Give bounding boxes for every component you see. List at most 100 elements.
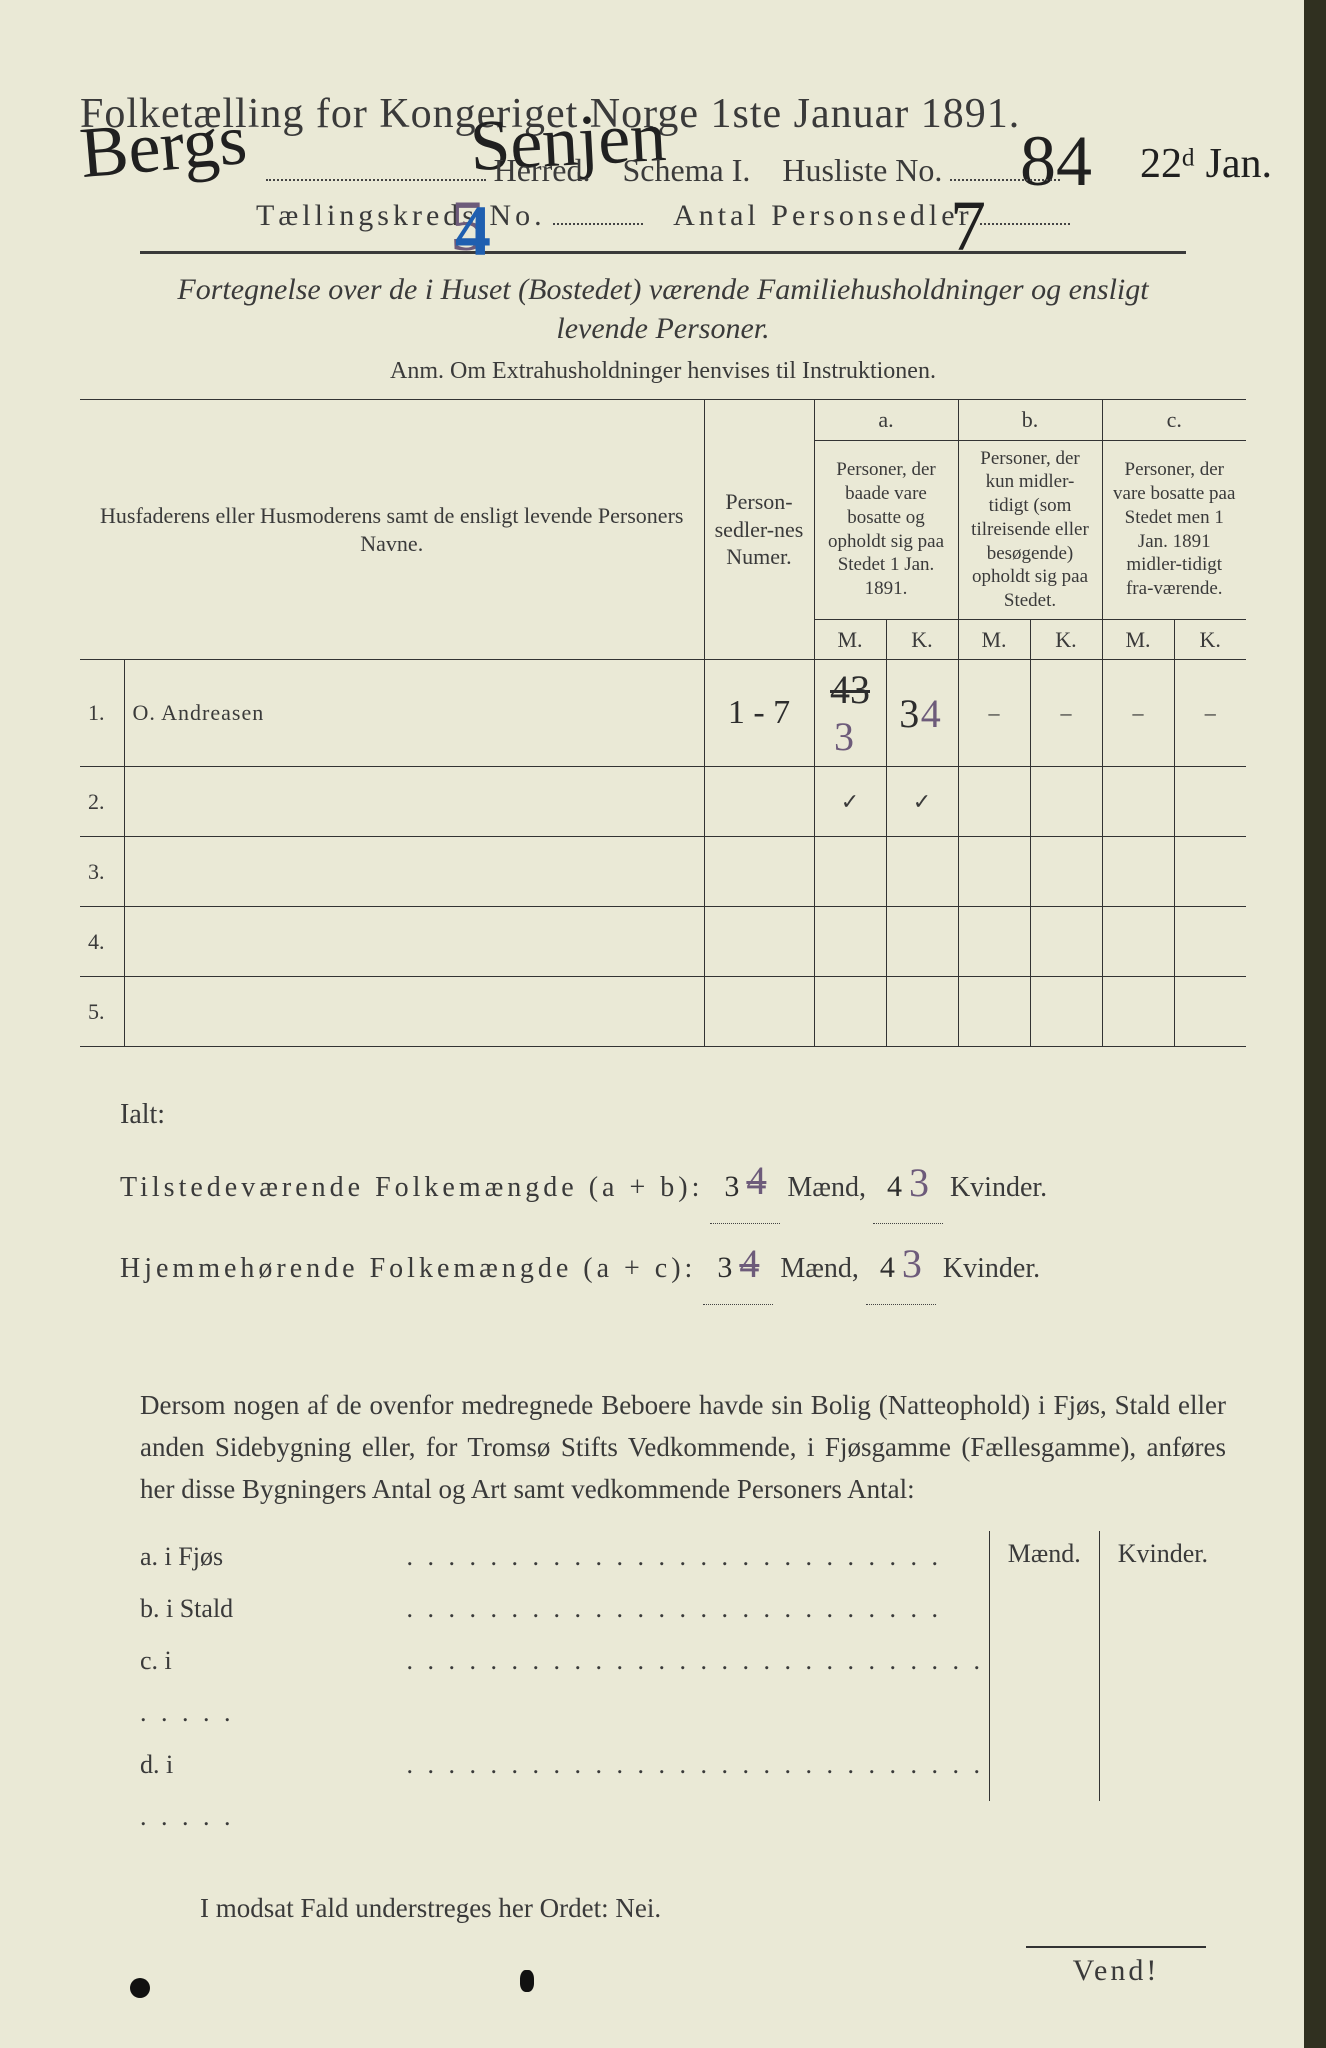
col-c-k: K. xyxy=(1174,619,1246,660)
census-table: Husfaderens eller Husmoderens samt de en… xyxy=(80,399,1246,1047)
row-name xyxy=(124,977,704,1047)
antal-label: Antal Personsedler xyxy=(673,199,972,232)
dots: . . . . . . . . . . . . . . . . . . . . … xyxy=(407,1542,943,1571)
ink-blot-icon xyxy=(130,1978,150,1998)
cell-a-k xyxy=(886,907,958,977)
abcd-a-label: a. i Fjøs xyxy=(140,1531,400,1583)
summary-l2-k-slot: 4 3 xyxy=(866,1224,936,1305)
cell-a-m xyxy=(814,977,886,1047)
cell-b-m xyxy=(958,837,1030,907)
row-sedler xyxy=(704,907,814,977)
form-anm: Anm. Om Extrahusholdninger henvises til … xyxy=(80,358,1246,385)
cell-c-m xyxy=(1102,767,1174,837)
cell-c-k: – xyxy=(1174,660,1246,767)
col-group-c-text: Personer, der vare bosatte paa Stedet me… xyxy=(1102,440,1246,619)
cell-b-m: – xyxy=(958,660,1030,767)
census-table-body: 1. O. Andreasen 1 - 7 43 3 3 4 – – – – 2… xyxy=(80,660,1246,1047)
cell-a-m: ✓ xyxy=(814,767,886,837)
summary-kvinder-2: Kvinder. xyxy=(943,1253,1040,1284)
col-head-number: Person-sedler-nes Numer. xyxy=(704,400,814,660)
cell-a-m: 43 3 xyxy=(814,660,886,767)
abcd-section: a. i Fjøs . . . . . . . . . . . . . . . … xyxy=(140,1531,1226,1843)
row-num: 5. xyxy=(80,977,124,1047)
abcd-row-b: b. i Stald . . . . . . . . . . . . . . .… xyxy=(140,1583,989,1635)
summary-l2-k-old: 4 xyxy=(880,1251,895,1284)
col-group-a-label: a. xyxy=(814,400,958,441)
cell-c-m: – xyxy=(1102,660,1174,767)
row-num: 3. xyxy=(80,837,124,907)
summary-l2-k-new: 3 xyxy=(902,1241,922,1286)
cell-c-m xyxy=(1102,837,1174,907)
herred-field xyxy=(266,153,486,181)
row-name xyxy=(124,767,704,837)
summary-l1-k-slot: 4 3 xyxy=(873,1143,943,1224)
form-title: Folketælling for Kongeriget Norge 1ste J… xyxy=(80,90,1246,138)
cell-a-k xyxy=(886,837,958,907)
divider-1 xyxy=(140,251,1186,254)
summary-l1-m-slot: 3 4 xyxy=(710,1143,780,1224)
dots: . . . . . . . . . . . . . . . . . . . . … xyxy=(407,1594,943,1623)
col-a-m: M. xyxy=(814,619,886,660)
cell-a-m xyxy=(814,837,886,907)
cell-a-k-old: 3 xyxy=(899,691,919,736)
row-name xyxy=(124,837,704,907)
summary-ialt: Ialt: xyxy=(120,1087,1246,1143)
cell-b-k xyxy=(1030,767,1102,837)
cell-b-m xyxy=(958,767,1030,837)
husliste-no-field xyxy=(950,153,1060,181)
summary-l1-m-new: 4 xyxy=(746,1158,766,1203)
cell-c-m xyxy=(1102,907,1174,977)
ink-blot-icon xyxy=(520,1970,534,1992)
cell-a-m-old: 43 xyxy=(830,667,870,712)
building-paragraph: Dersom nogen af de ovenfor medregnede Be… xyxy=(140,1385,1226,1511)
col-group-a-text: Personer, der baade vare bosatte og opho… xyxy=(814,440,958,619)
cell-c-k xyxy=(1174,977,1246,1047)
cell-b-k: – xyxy=(1030,660,1102,767)
kreds-label: Tællingskreds No. xyxy=(256,199,546,232)
row-num: 4. xyxy=(80,907,124,977)
cell-c-k xyxy=(1174,767,1246,837)
summary-l1-m-old: 3 xyxy=(724,1170,739,1203)
mk-col-maend: Mænd. xyxy=(990,1531,1100,1801)
summary-l2-m-old: 3 xyxy=(717,1251,732,1284)
nei-line: I modsat Fald understreges her Ordet: Ne… xyxy=(200,1893,1246,1924)
abcd-row-d: d. i . . . . . . . . . . . . . . . . . .… xyxy=(140,1739,989,1843)
row-name xyxy=(124,907,704,977)
summary-l1-pre: Tilstedeværende Folkemængde (a + b): xyxy=(120,1172,703,1203)
herred-label: Herred. xyxy=(494,152,591,188)
table-row: 4. xyxy=(80,907,1246,977)
mk-col-kvinder: Kvinder. xyxy=(1100,1531,1226,1801)
cell-a-k: 3 4 xyxy=(886,660,958,767)
abcd-row-c: c. i . . . . . . . . . . . . . . . . . .… xyxy=(140,1635,989,1739)
table-row: 1. O. Andreasen 1 - 7 43 3 3 4 – – – – xyxy=(80,660,1246,767)
scan-edge xyxy=(1304,0,1326,2048)
abcd-b-label: b. i Stald xyxy=(140,1583,400,1635)
cell-c-k xyxy=(1174,837,1246,907)
col-c-m: M. xyxy=(1102,619,1174,660)
cell-a-k xyxy=(886,977,958,1047)
row-num: 1. xyxy=(80,660,124,767)
form-subtitle: Fortegnelse over de i Huset (Bostedet) v… xyxy=(140,270,1186,348)
cell-c-m xyxy=(1102,977,1174,1047)
cell-a-k: ✓ xyxy=(886,767,958,837)
summary-l1-k-new: 3 xyxy=(909,1160,929,1205)
summary-block: Ialt: Tilstedeværende Folkemængde (a + b… xyxy=(120,1087,1246,1305)
summary-l2-m-slot: 3 4 xyxy=(703,1224,773,1305)
row-sedler xyxy=(704,837,814,907)
table-row: 3. xyxy=(80,837,1246,907)
cell-a-k-new: 4 xyxy=(921,691,941,736)
col-a-k: K. xyxy=(886,619,958,660)
husliste-label: Husliste No. xyxy=(782,152,942,188)
cell-b-m xyxy=(958,977,1030,1047)
cell-a-m xyxy=(814,907,886,977)
summary-maend-2: Mænd, xyxy=(780,1253,859,1284)
abcd-c-label: c. i xyxy=(140,1635,400,1687)
row-sedler xyxy=(704,977,814,1047)
col-group-b-text: Personer, der kun midler-tidigt (som til… xyxy=(958,440,1102,619)
col-head-name: Husfaderens eller Husmoderens samt de en… xyxy=(80,400,704,660)
col-group-b-label: b. xyxy=(958,400,1102,441)
summary-maend-1: Mænd, xyxy=(787,1172,866,1203)
table-row: 5. xyxy=(80,977,1246,1047)
schema-label: Schema I. xyxy=(622,152,750,188)
cell-b-k xyxy=(1030,977,1102,1047)
